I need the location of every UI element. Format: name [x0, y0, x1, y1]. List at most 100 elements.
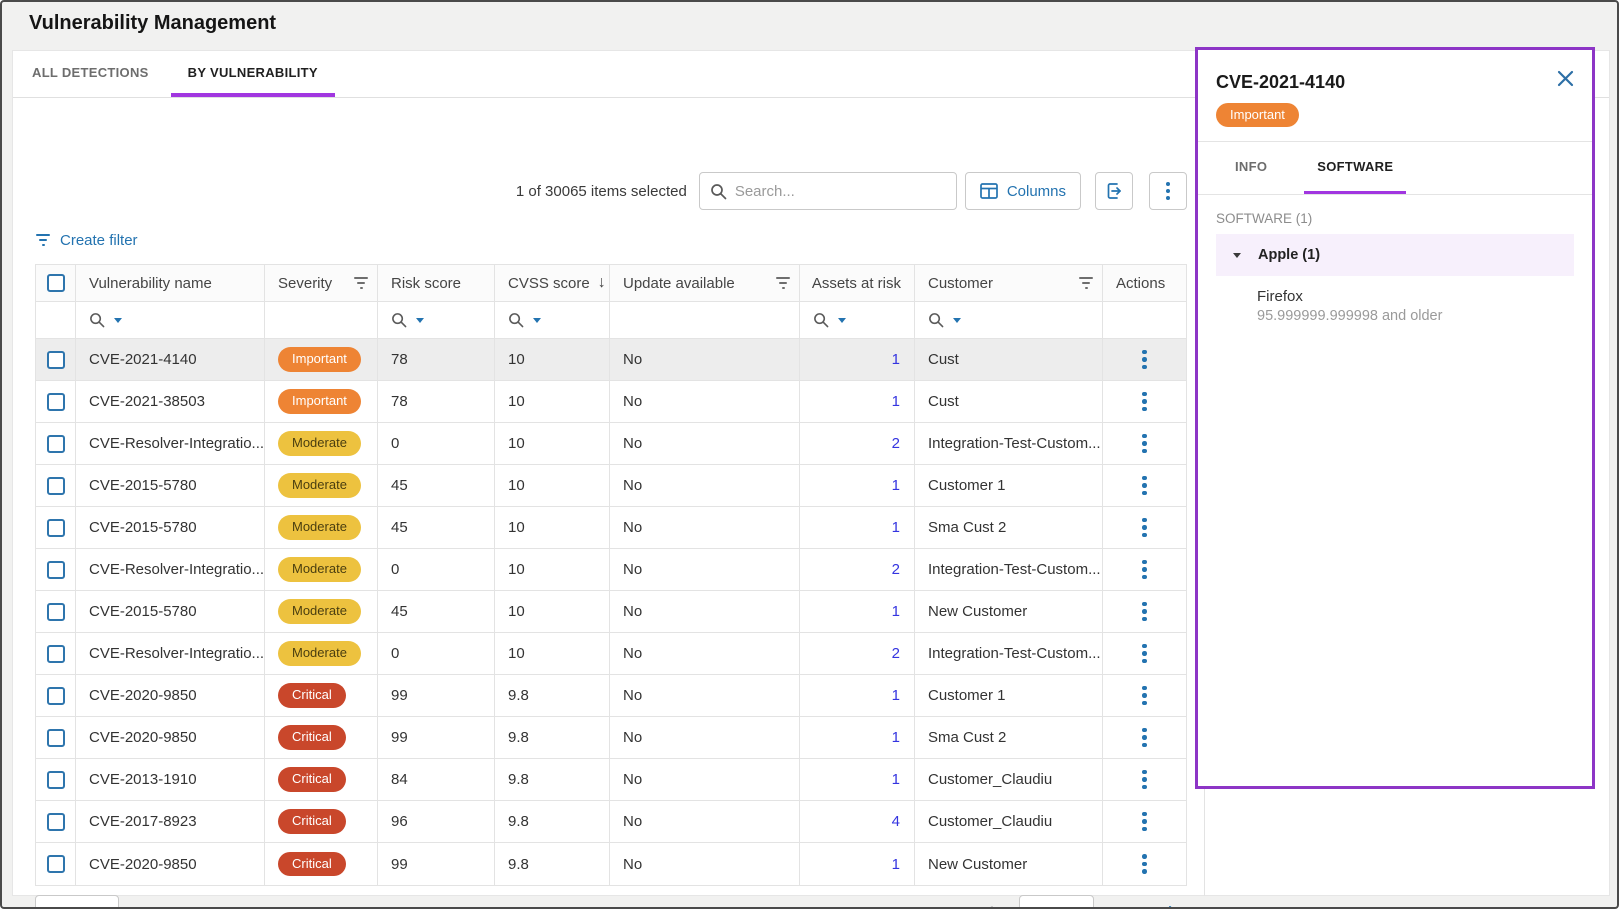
filter-search-risk-score[interactable]: [378, 302, 495, 338]
row-actions-menu[interactable]: [1138, 808, 1151, 836]
update-available-cell: No: [610, 507, 800, 548]
row-actions-menu[interactable]: [1138, 766, 1151, 794]
row-checkbox[interactable]: [46, 686, 65, 705]
assets-at-risk-link[interactable]: 1: [800, 591, 915, 632]
search-icon: [814, 313, 829, 328]
risk-score-cell: 78: [378, 381, 495, 422]
cvss-score-cell: 10: [495, 339, 610, 380]
previous-page-button[interactable]: [975, 899, 1003, 907]
toolbar-menu-button[interactable]: [1149, 172, 1187, 210]
assets-at-risk-link[interactable]: 1: [800, 465, 915, 506]
table-row: CVE-2020-9850 Critical 99 9.8 No 1 Sma C…: [36, 717, 1186, 759]
risk-score-cell: 99: [378, 675, 495, 716]
panel-tab-info[interactable]: INFO: [1235, 159, 1268, 175]
row-checkbox[interactable]: [46, 855, 65, 873]
sort-desc-icon[interactable]: ↓: [597, 274, 606, 291]
update-available-cell: No: [610, 843, 800, 885]
assets-at-risk-link[interactable]: 2: [800, 423, 915, 464]
close-icon[interactable]: [1557, 70, 1574, 90]
row-actions-menu[interactable]: [1138, 388, 1151, 416]
row-checkbox[interactable]: [46, 812, 65, 831]
col-header-assets-at-risk[interactable]: Assets at risk: [800, 265, 915, 301]
columns-button[interactable]: Columns: [964, 172, 1081, 210]
export-button[interactable]: [1095, 172, 1133, 210]
row-checkbox[interactable]: [46, 644, 65, 663]
row-actions-menu[interactable]: [1138, 640, 1151, 668]
tab-all-detections[interactable]: ALL DETECTIONS: [32, 64, 149, 80]
row-actions-menu[interactable]: [1138, 346, 1151, 374]
row-actions-menu[interactable]: [1138, 472, 1151, 500]
assets-at-risk-link[interactable]: 1: [800, 675, 915, 716]
assets-at-risk-link[interactable]: 2: [800, 549, 915, 590]
severity-badge: Moderate: [278, 557, 361, 582]
customer-cell: Integration-Test-Custom...: [915, 549, 1103, 590]
row-checkbox[interactable]: [46, 602, 65, 621]
col-header-risk-score[interactable]: Risk score: [378, 265, 495, 301]
filter-search-assets-at-risk[interactable]: [800, 302, 915, 338]
severity-badge: Critical: [278, 683, 346, 708]
kebab-icon: [1162, 178, 1174, 204]
table-row: CVE-2017-8923 Critical 96 9.8 No 4 Custo…: [36, 801, 1186, 843]
assets-at-risk-link[interactable]: 2: [800, 633, 915, 674]
chevron-down-icon: [953, 317, 961, 323]
vendor-expander[interactable]: Apple (1): [1216, 234, 1574, 277]
search-icon: [929, 313, 944, 328]
row-actions-menu[interactable]: [1138, 682, 1151, 710]
page-size-select[interactable]: 50: [35, 894, 119, 907]
row-actions-menu[interactable]: [1138, 556, 1151, 584]
customer-cell: Sma Cust 2: [915, 717, 1103, 758]
row-actions-menu[interactable]: [1138, 724, 1151, 752]
row-actions-menu[interactable]: [1138, 598, 1151, 626]
create-filter-link[interactable]: Create filter: [35, 225, 175, 255]
row-checkbox[interactable]: [46, 392, 65, 411]
assets-at-risk-link[interactable]: 1: [800, 717, 915, 758]
cvss-score-cell: 10: [495, 591, 610, 632]
table-body: CVE-2021-4140 Important 78 10 No 1 Cust …: [36, 339, 1186, 885]
table-row: CVE-2021-4140 Important 78 10 No 1 Cust: [36, 339, 1186, 381]
row-actions-menu[interactable]: [1138, 850, 1151, 878]
panel-tab-software[interactable]: SOFTWARE: [1304, 142, 1407, 195]
assets-at-risk-link[interactable]: 1: [800, 381, 915, 422]
row-checkbox[interactable]: [46, 560, 65, 579]
cvss-score-cell: 10: [495, 507, 610, 548]
filter-icon[interactable]: [1078, 277, 1094, 289]
col-header-update-available[interactable]: Update available: [610, 265, 800, 301]
filter-icon[interactable]: [353, 277, 369, 289]
global-search[interactable]: [698, 172, 957, 210]
tab-by-vulnerability[interactable]: BY VULNERABILITY: [170, 51, 335, 97]
table-header-row: Vulnerability name Severity Risk score C…: [36, 265, 1186, 302]
col-header-vulnerability-name[interactable]: Vulnerability name: [76, 265, 265, 301]
filter-search-customer[interactable]: [915, 302, 1103, 338]
search-input[interactable]: [734, 182, 946, 200]
assets-at-risk-link[interactable]: 1: [800, 759, 915, 800]
col-header-cvss-score[interactable]: CVSS score ↓: [495, 265, 610, 301]
filter-icon[interactable]: [775, 277, 791, 289]
risk-score-cell: 0: [378, 633, 495, 674]
assets-at-risk-link[interactable]: 4: [800, 801, 915, 842]
row-checkbox[interactable]: [46, 476, 65, 495]
row-checkbox[interactable]: [46, 770, 65, 789]
vulnerability-name-cell: CVE-Resolver-Integratio...: [76, 633, 265, 674]
row-checkbox[interactable]: [46, 434, 65, 453]
next-page-button[interactable]: [1159, 899, 1187, 907]
col-header-customer[interactable]: Customer: [915, 265, 1103, 301]
search-icon: [509, 313, 524, 328]
row-checkbox[interactable]: [46, 350, 65, 369]
assets-at-risk-link[interactable]: 1: [800, 843, 915, 885]
page-number-input[interactable]: [1019, 894, 1095, 907]
col-header-severity[interactable]: Severity: [265, 265, 378, 301]
cvss-score-cell: 10: [495, 633, 610, 674]
chevron-down-icon: [533, 317, 541, 323]
customer-cell: Customer 1: [915, 465, 1103, 506]
select-all-checkbox[interactable]: [46, 274, 65, 292]
risk-score-cell: 0: [378, 423, 495, 464]
row-actions-menu[interactable]: [1138, 514, 1151, 542]
filter-search-vulnerability-name[interactable]: [76, 302, 265, 338]
assets-at-risk-link[interactable]: 1: [800, 339, 915, 380]
row-checkbox[interactable]: [46, 728, 65, 747]
assets-at-risk-link[interactable]: 1: [800, 507, 915, 548]
row-checkbox[interactable]: [46, 518, 65, 537]
row-actions-menu[interactable]: [1138, 430, 1151, 458]
severity-cell: Critical: [265, 717, 378, 758]
filter-search-cvss-score[interactable]: [495, 302, 610, 338]
